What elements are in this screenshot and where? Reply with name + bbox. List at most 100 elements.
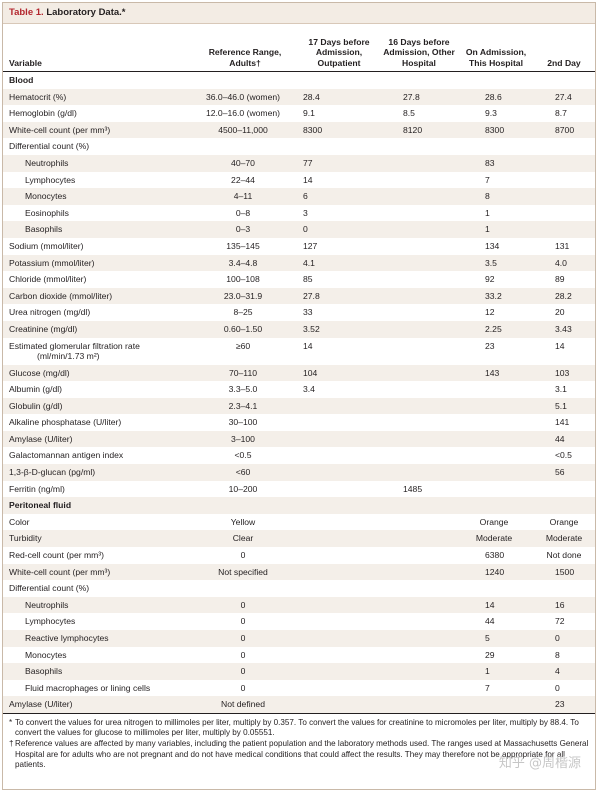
table-row: Carbon dioxide (mmol/liter) 23.0–31.9 27.8… — [3, 287, 595, 305]
row-label-text: Reactive lymphocytes — [25, 633, 109, 643]
table-row: Neutrophils 0 14 16 — [3, 596, 595, 614]
row-label: Turbidity — [9, 530, 42, 547]
footnote: † Reference values are affected by many v… — [9, 739, 589, 770]
table-row: Potassium (mmol/liter) 3.4–4.8 4.1 3.5 4.0 — [3, 254, 595, 272]
table-row: Color Yellow Orange Orange — [3, 514, 595, 531]
row-label: Lymphocytes — [25, 613, 75, 630]
reference-range-cell: Clear — [232, 533, 254, 544]
row-label: Hemoglobin (g/dl) — [9, 105, 77, 122]
reference-range-cell: Not specified — [218, 566, 268, 577]
day2-cell: 8700 — [555, 124, 575, 135]
footnote-text: To convert the values for urea nitrogen … — [15, 717, 579, 738]
day2-cell: 72 — [555, 616, 565, 627]
admission-cell: 9.3 — [485, 108, 497, 119]
day2-cell: Moderate — [545, 533, 583, 544]
reference-range-cell: 100–108 — [226, 274, 260, 285]
reference-range-cell: 23.0–31.9 — [223, 290, 263, 301]
row-label: Peritoneal fluid — [9, 497, 71, 514]
row-label-text: Eosinophils — [25, 207, 69, 218]
row-label-text: Differential count (%) — [9, 141, 90, 152]
row-label: Neutrophils — [25, 597, 68, 614]
day2-cell: 5.1 — [555, 400, 567, 411]
header-variable: Variable — [9, 57, 42, 68]
reference-range-cell: 2.3–4.1 — [228, 400, 258, 411]
table-row: Hemoglobin (g/dl) 12.0–16.0 (women) 9.1 8.5… — [3, 105, 595, 122]
day2-cell: 0 — [555, 633, 560, 643]
reference-range-cell: 0 — [240, 616, 246, 627]
reference-range-cell: 8–25 — [233, 307, 253, 318]
header-2nd-day: 2nd Day — [547, 57, 581, 68]
day2-cell: 141 — [555, 417, 570, 428]
row-label: Potassium (mmol/liter) — [9, 255, 94, 272]
day17-cell: 8300 — [303, 124, 323, 135]
row-label-text: Red-cell count (per mm³) — [9, 550, 105, 561]
row-label: Glucose (mg/dl) — [9, 365, 70, 382]
reference-range-cell: 0.60–1.50 — [223, 323, 263, 334]
reference-range-cell: 3.4–4.8 — [228, 257, 258, 268]
day17-cell: 77 — [303, 157, 313, 168]
row-label: Differential count (%) — [9, 580, 89, 597]
table-caption: Laboratory Data.* — [46, 7, 126, 18]
reference-range-cell: 0 — [240, 682, 246, 693]
row-label-text: White-cell count (per mm³) — [9, 124, 111, 135]
row-label-text: Hematocrit (%) — [9, 91, 67, 102]
admission-cell: 8 — [485, 191, 490, 202]
header-17-days-before: 17 Days before Admission, Outpatient — [308, 36, 370, 68]
table-number: Table 1. — [9, 7, 44, 18]
table-row: Amylase (U/liter) Not defined 23 — [3, 696, 595, 713]
row-label-text: Lymphocytes — [25, 616, 76, 627]
day17-cell: 3.52 — [303, 323, 320, 334]
row-label-text: Basophils — [25, 666, 63, 677]
table-row: Turbidity Clear Moderate Moderate — [3, 530, 595, 548]
table-bottom-rule — [3, 712, 595, 714]
table-row: Estimated glomerular filtration rate (ml/… — [3, 338, 595, 365]
row-label: Basophils — [25, 221, 62, 238]
row-label: Chloride (mmol/liter) — [9, 271, 86, 288]
table-row: Hematocrit (%) 36.0–46.0 (women) 28.4 27.8 2… — [3, 88, 595, 106]
admission-cell: 44 — [485, 616, 495, 627]
admission-cell: Orange — [479, 516, 509, 527]
day2-cell: Orange — [549, 516, 579, 527]
table-row: Reactive lymphocytes 0 5 0 — [3, 630, 595, 647]
day2-cell: 0 — [555, 682, 560, 693]
reference-range-cell: 3–100 — [231, 433, 255, 444]
day2-cell: 3.1 — [555, 384, 567, 395]
row-label-text: White-cell count (per mm³) — [9, 566, 111, 577]
day17-cell: 85 — [303, 274, 313, 285]
day17-cell: 14 — [303, 174, 313, 185]
day2-cell: 4 — [555, 666, 560, 677]
row-label: Reactive lymphocytes — [25, 630, 109, 647]
day17-cell: 27.8 — [303, 290, 320, 301]
day16-cell: 1485 — [403, 483, 423, 494]
table-row: Differential count (%) — [3, 138, 595, 155]
row-label: Basophils — [25, 663, 62, 680]
table-row: White-cell count (per mm³) Not specified 1… — [3, 563, 595, 581]
admission-cell: 28.6 — [485, 91, 502, 102]
table-row: Albumin (g/dl) 3.3–5.0 3.4 3.1 — [3, 381, 595, 398]
row-label: Lymphocytes — [25, 172, 75, 189]
row-label: Color — [9, 514, 30, 531]
day17-cell: 6 — [303, 191, 308, 202]
day2-cell: Not done — [546, 550, 582, 561]
footnote-text: Reference values are affected by many va… — [15, 739, 589, 769]
day2-cell: 3.43 — [555, 323, 572, 334]
day2-cell: 4.0 — [555, 257, 567, 268]
admission-cell: 92 — [485, 274, 495, 285]
day17-cell: 3 — [303, 207, 308, 218]
table-row: Differential count (%) — [3, 580, 595, 597]
table-row: Glucose (mg/dl) 70–110 104 143 103 — [3, 364, 595, 382]
admission-cell: Moderate — [475, 533, 513, 544]
table-row: Chloride (mmol/liter) 100–108 85 92 89 — [3, 271, 595, 288]
section-header-row: Blood — [3, 72, 595, 89]
reference-range-cell: 3.3–5.0 — [228, 384, 258, 395]
table-row: Alkaline phosphatase (U/liter) 30–100 141 — [3, 414, 595, 431]
row-label: Differential count (%) — [9, 138, 89, 155]
admission-cell: 29 — [485, 649, 495, 660]
day17-cell: 28.4 — [303, 91, 320, 102]
table-row: Globulin (g/dl) 2.3–4.1 5.1 — [3, 397, 595, 415]
row-label-text: Peritoneal fluid — [9, 500, 72, 511]
reference-range-cell: 22–44 — [231, 174, 255, 185]
footnote: * To convert the values for urea nitrogen… — [9, 718, 589, 738]
row-label-text: Basophils — [25, 224, 63, 235]
admission-cell: 83 — [485, 157, 495, 168]
